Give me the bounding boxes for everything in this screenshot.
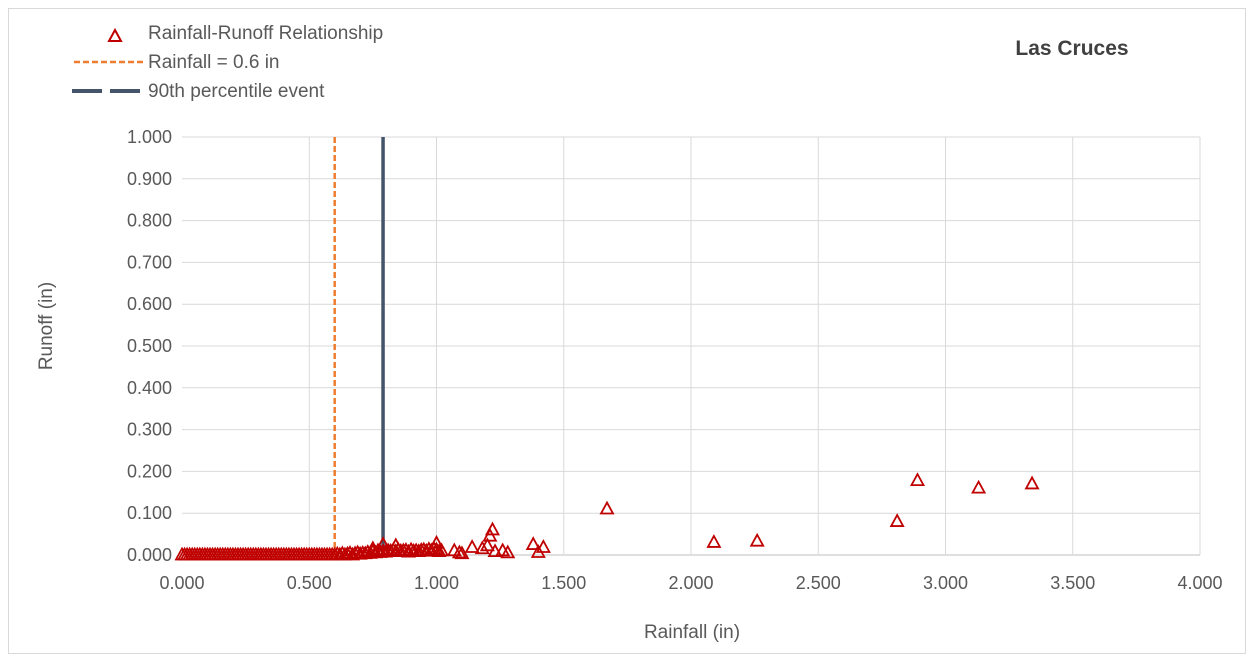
data-point [464, 539, 480, 553]
data-point [474, 540, 490, 555]
x-axis-title: Rainfall (in) [644, 622, 740, 643]
tick-labels: 0.000 0.100 0.200 0.300 0.400 0.500 0.600 0.700… [127, 127, 1223, 593]
data-point [535, 539, 551, 553]
chart-area [8, 8, 1246, 654]
reference-lines [333, 137, 385, 555]
data-point [971, 479, 987, 494]
x-tick-label: 3.000 [923, 573, 968, 593]
x-tick-label: 0.000 [159, 573, 204, 593]
data-point [599, 500, 615, 515]
data-point [487, 543, 503, 558]
x-tick-label: 2.500 [796, 573, 841, 593]
data-point [434, 542, 450, 557]
legend-item-rainfall-runoff: Rainfall-Runoff Relationship [107, 23, 383, 44]
x-tick-label: 4.000 [1177, 573, 1222, 593]
y-tick-label: 0.400 [127, 378, 172, 398]
y-tick-label: 0.300 [127, 420, 172, 440]
x-tick-label: 0.500 [287, 573, 332, 593]
y-tick-label: 0.200 [127, 461, 172, 481]
data-point [749, 532, 765, 547]
triangle-marker-icon [107, 27, 123, 42]
x-tick-label: 3.500 [1050, 573, 1095, 593]
x-tick-label: 1.500 [541, 573, 586, 593]
x-tick-label: 1.000 [414, 573, 459, 593]
y-tick-label: 0.700 [127, 252, 172, 272]
x-tick-label: 2.000 [668, 573, 713, 593]
data-point [525, 536, 541, 550]
legend-label-rainfall-runoff: Rainfall-Runoff Relationship [148, 23, 383, 44]
y-tick-label: 0.800 [127, 211, 172, 231]
data-point [344, 546, 361, 561]
legend-item-90th-percentile: 90th percentile event [72, 81, 325, 102]
legend-item-rainfall-threshold: Rainfall = 0.6 in [74, 52, 280, 73]
y-axis-title: Runoff (in) [36, 282, 57, 370]
data-point [388, 537, 404, 552]
data-point [482, 527, 498, 542]
gridlines [182, 136, 1201, 556]
data-point [375, 536, 391, 550]
data-point [428, 534, 445, 549]
y-tick-label: 0.500 [127, 336, 172, 356]
data-point [479, 537, 495, 552]
legend-label-90th-percentile: 90th percentile event [148, 81, 325, 102]
y-tick-label: 1.000 [127, 127, 172, 147]
data-point [1024, 475, 1040, 490]
data-point [411, 543, 427, 558]
y-tick-label: 0.900 [127, 169, 172, 189]
y-tick-label: 0.600 [127, 294, 172, 314]
data-point [706, 534, 722, 548]
data-point [365, 540, 381, 555]
y-tick-label: 0.000 [127, 545, 172, 565]
data-point [889, 513, 905, 527]
chart-title: Las Cruces [1015, 37, 1128, 60]
legend-label-rainfall-threshold: Rainfall = 0.6 in [148, 52, 280, 73]
data-point [500, 544, 516, 559]
legend: Rainfall-Runoff Relationship Rainfall = … [72, 23, 383, 102]
data-points [174, 472, 1040, 561]
y-tick-label: 0.100 [127, 503, 172, 523]
data-point [909, 472, 926, 486]
